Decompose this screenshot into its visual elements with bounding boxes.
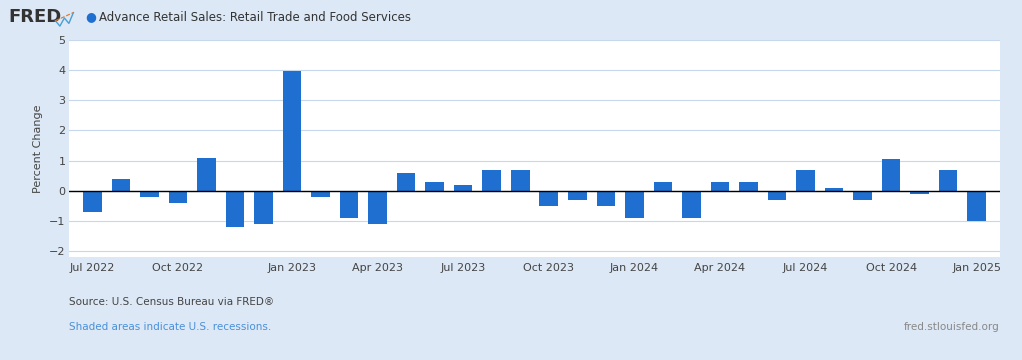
Bar [197, 158, 216, 191]
Bar [682, 191, 701, 218]
Bar [482, 170, 501, 191]
Text: ●: ● [85, 10, 96, 23]
Text: Shaded areas indicate U.S. recessions.: Shaded areas indicate U.S. recessions. [69, 322, 272, 332]
Bar [83, 191, 101, 212]
Bar [312, 191, 330, 197]
Text: FRED: FRED [8, 8, 61, 26]
Bar [796, 170, 815, 191]
Text: fred.stlouisfed.org: fred.stlouisfed.org [903, 322, 1000, 332]
Bar [511, 170, 529, 191]
Bar [339, 191, 359, 218]
Text: Source: U.S. Census Bureau via FRED®: Source: U.S. Census Bureau via FRED® [69, 297, 275, 307]
Bar [968, 191, 986, 221]
Bar [140, 191, 158, 197]
Bar [739, 182, 757, 191]
Bar [768, 191, 786, 200]
Bar [111, 179, 130, 191]
Bar [454, 185, 472, 191]
Bar [939, 170, 958, 191]
Text: Advance Retail Sales: Retail Trade and Food Services: Advance Retail Sales: Retail Trade and F… [99, 10, 411, 23]
Bar [654, 182, 672, 191]
Bar [853, 191, 872, 200]
Bar [568, 191, 587, 200]
Bar [882, 159, 900, 191]
Bar [825, 188, 843, 191]
Bar [597, 191, 615, 206]
Bar [710, 182, 730, 191]
Y-axis label: Percent Change: Percent Change [34, 104, 43, 193]
Bar [368, 191, 387, 224]
Bar [169, 191, 187, 203]
Bar [625, 191, 644, 218]
Bar [425, 182, 444, 191]
Bar [397, 173, 415, 191]
Bar [911, 191, 929, 194]
Bar [540, 191, 558, 206]
Bar [283, 71, 301, 191]
Bar [254, 191, 273, 224]
Bar [226, 191, 244, 227]
